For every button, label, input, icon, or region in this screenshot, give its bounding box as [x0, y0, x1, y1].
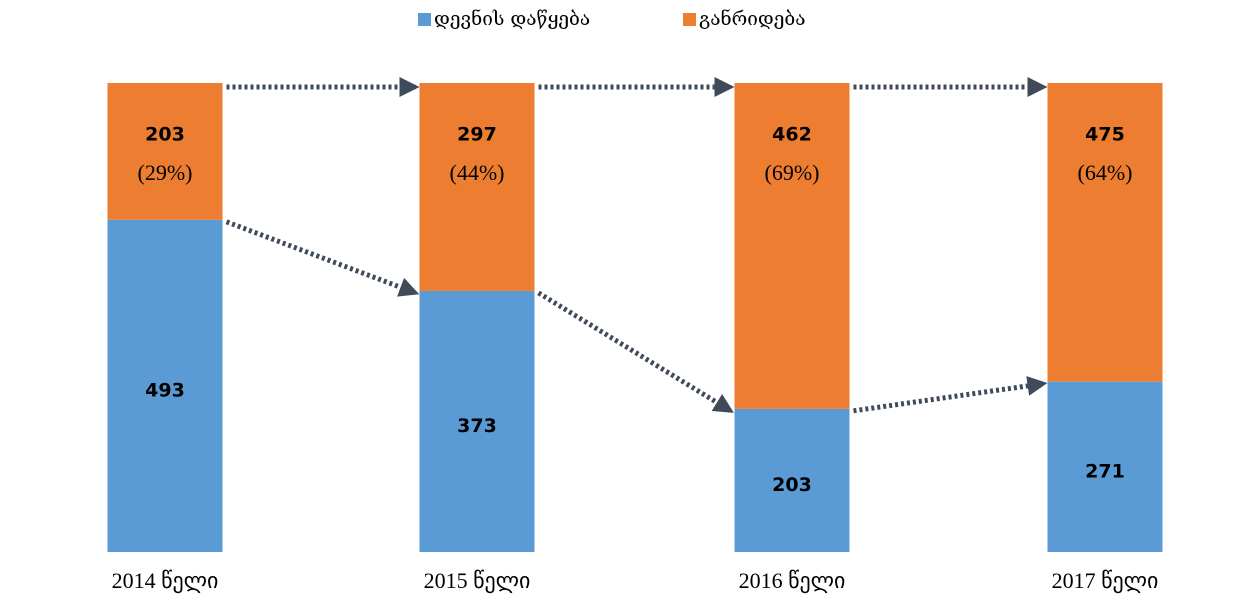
bar-segment: [1047, 83, 1163, 382]
bar-segment: [734, 83, 850, 409]
data-label: 297: [457, 124, 497, 146]
data-label: 203: [772, 474, 812, 496]
data-label: 203: [145, 124, 185, 146]
legend-label: განრიდება: [699, 8, 806, 30]
percent-label: (29%): [138, 160, 193, 185]
legend-label: დევნის დაწყება: [434, 8, 590, 30]
data-label: 373: [457, 415, 497, 437]
bar-segment: [419, 83, 535, 291]
bar-segment: [107, 83, 223, 220]
data-label: 271: [1085, 460, 1125, 482]
percent-label: (44%): [450, 160, 505, 185]
arrow: [537, 290, 734, 413]
x-tick-label: 2016 წელი: [739, 568, 846, 594]
bar-segment: [107, 219, 223, 552]
percent-label: (69%): [765, 160, 820, 185]
x-tick-label: 2015 წელი: [424, 568, 531, 594]
arrow: [853, 375, 1048, 414]
x-tick-label: 2014 წელი: [112, 568, 219, 594]
arrow: [225, 219, 420, 297]
data-label: 462: [772, 124, 812, 146]
bar-segment: [419, 290, 535, 552]
bar-segment: [734, 408, 850, 552]
data-label: 493: [145, 379, 185, 401]
legend-swatch: [418, 13, 431, 26]
percent-label: (64%): [1078, 160, 1133, 185]
legend: დევნის დაწყება განრიდება: [418, 8, 806, 30]
x-tick-label: 2017 წელი: [1052, 568, 1159, 594]
legend-swatch: [683, 13, 696, 26]
data-label: 475: [1085, 124, 1125, 146]
bar-segment: [1047, 381, 1163, 552]
